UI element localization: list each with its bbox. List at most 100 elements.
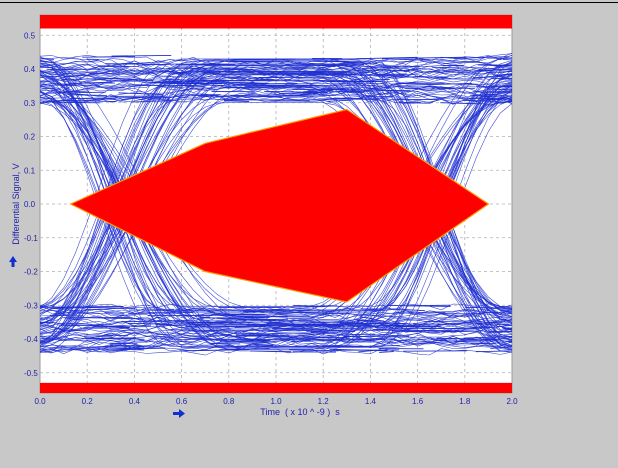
noise-trace [373,327,437,330]
noise-trace [278,92,312,95]
x-tick-label: 1.8 [459,397,471,406]
noise-trace [455,340,498,343]
noise-trace [210,342,241,345]
noise-trace [206,324,276,328]
noise-trace [406,82,472,86]
noise-trace [45,91,106,94]
noise-trace [359,316,373,319]
noise-trace [451,326,499,330]
noise-trace [402,308,425,312]
noise-trace [176,71,193,74]
noise-trace [270,308,290,311]
noise-trace [109,342,138,345]
noise-trace [322,88,361,90]
noise-trace [300,92,318,96]
signal-trace [39,334,513,343]
y-tick-label: 0.0 [24,200,36,209]
noise-trace [61,329,86,332]
noise-trace [230,95,283,98]
y-tick-label: 0.4 [24,65,36,74]
noise-trace [197,314,250,317]
noise-trace [219,348,270,351]
noise-trace [268,312,300,314]
noise-trace [326,99,352,102]
noise-trace [301,333,316,337]
signal-trace [39,99,513,340]
noise-trace [321,97,363,100]
noise-trace [402,68,418,72]
noise-trace [51,307,65,310]
signal-trace [39,78,513,97]
noise-trace [295,345,341,347]
noise-trace [285,62,302,66]
noise-trace [339,322,405,325]
x-axis-arrow-icon [173,409,185,418]
x-tick-label: 0.6 [176,397,188,406]
noise-trace [489,64,511,66]
noise-trace [245,338,271,341]
signal-trace [39,335,513,345]
noise-trace [223,100,250,102]
noise-trace [199,79,246,82]
noise-trace [104,312,125,314]
y-tick-label: -0.2 [24,268,38,277]
noise-trace [248,78,275,81]
x-tick-labels: 0.0 0.2 0.4 0.6 0.8 1.0 1.2 1.4 1.6 1.8 2.0 [34,397,518,406]
x-tick-label: 0.4 [129,397,141,406]
noise-trace [296,84,324,88]
x-tick-label: 2.0 [506,397,518,406]
noise-trace [40,57,54,60]
signal-trace [39,82,513,312]
noise-trace [469,94,493,97]
noise-trace [193,82,223,85]
signal-trace [39,73,513,88]
noise-trace [415,56,467,59]
noise-trace [375,325,439,328]
noise-trace [264,90,328,94]
signal-trace [39,307,513,327]
noise-trace [84,335,114,337]
noise-trace [214,71,285,73]
mask-polygon [69,108,490,303]
noise-trace [266,322,327,326]
noise-trace [276,94,325,97]
noise-trace [222,86,292,89]
noise-trace [93,325,151,327]
noise-trace [236,82,298,85]
noise-trace [370,65,420,68]
noise-trace [319,64,336,68]
signal-trace [39,63,513,98]
noise-trace [379,351,394,353]
noise-trace [89,72,120,75]
noise-trace [155,323,177,327]
noise-trace [440,102,482,105]
noise-trace [207,62,220,65]
noise-trace [86,347,132,350]
noise-trace [477,64,506,67]
noise-trace [50,314,85,317]
noise-trace [223,98,257,101]
noise-trace [248,334,279,336]
noise-trace [311,331,356,334]
signal-trace [39,68,513,78]
noise-trace [101,337,145,340]
noise-trace [327,333,376,336]
noise-trace [307,73,377,76]
noise-trace [329,90,360,93]
noise-trace [111,55,172,57]
noise-trace [295,309,310,312]
noise-trace [105,63,167,65]
noise-trace [230,60,247,63]
noise-trace [240,82,270,84]
signal-trace [39,57,513,68]
x-tick-label: 0.2 [82,397,94,406]
noise-trace [199,317,246,320]
noise-trace [70,97,116,100]
noise-trace [356,56,418,60]
y-tick-labels: 0.5 0.4 0.3 0.2 0.1 0.0 -0.1 -0.2 -0.3 -0.4 -0.5 [24,31,38,378]
x-axis-label: Time ( x 10 ^ -9 ) s [260,407,340,417]
noise-trace [480,98,513,101]
noise-trace [58,324,104,327]
noise-trace [46,68,115,71]
y-tick-label: 0.3 [24,99,36,108]
